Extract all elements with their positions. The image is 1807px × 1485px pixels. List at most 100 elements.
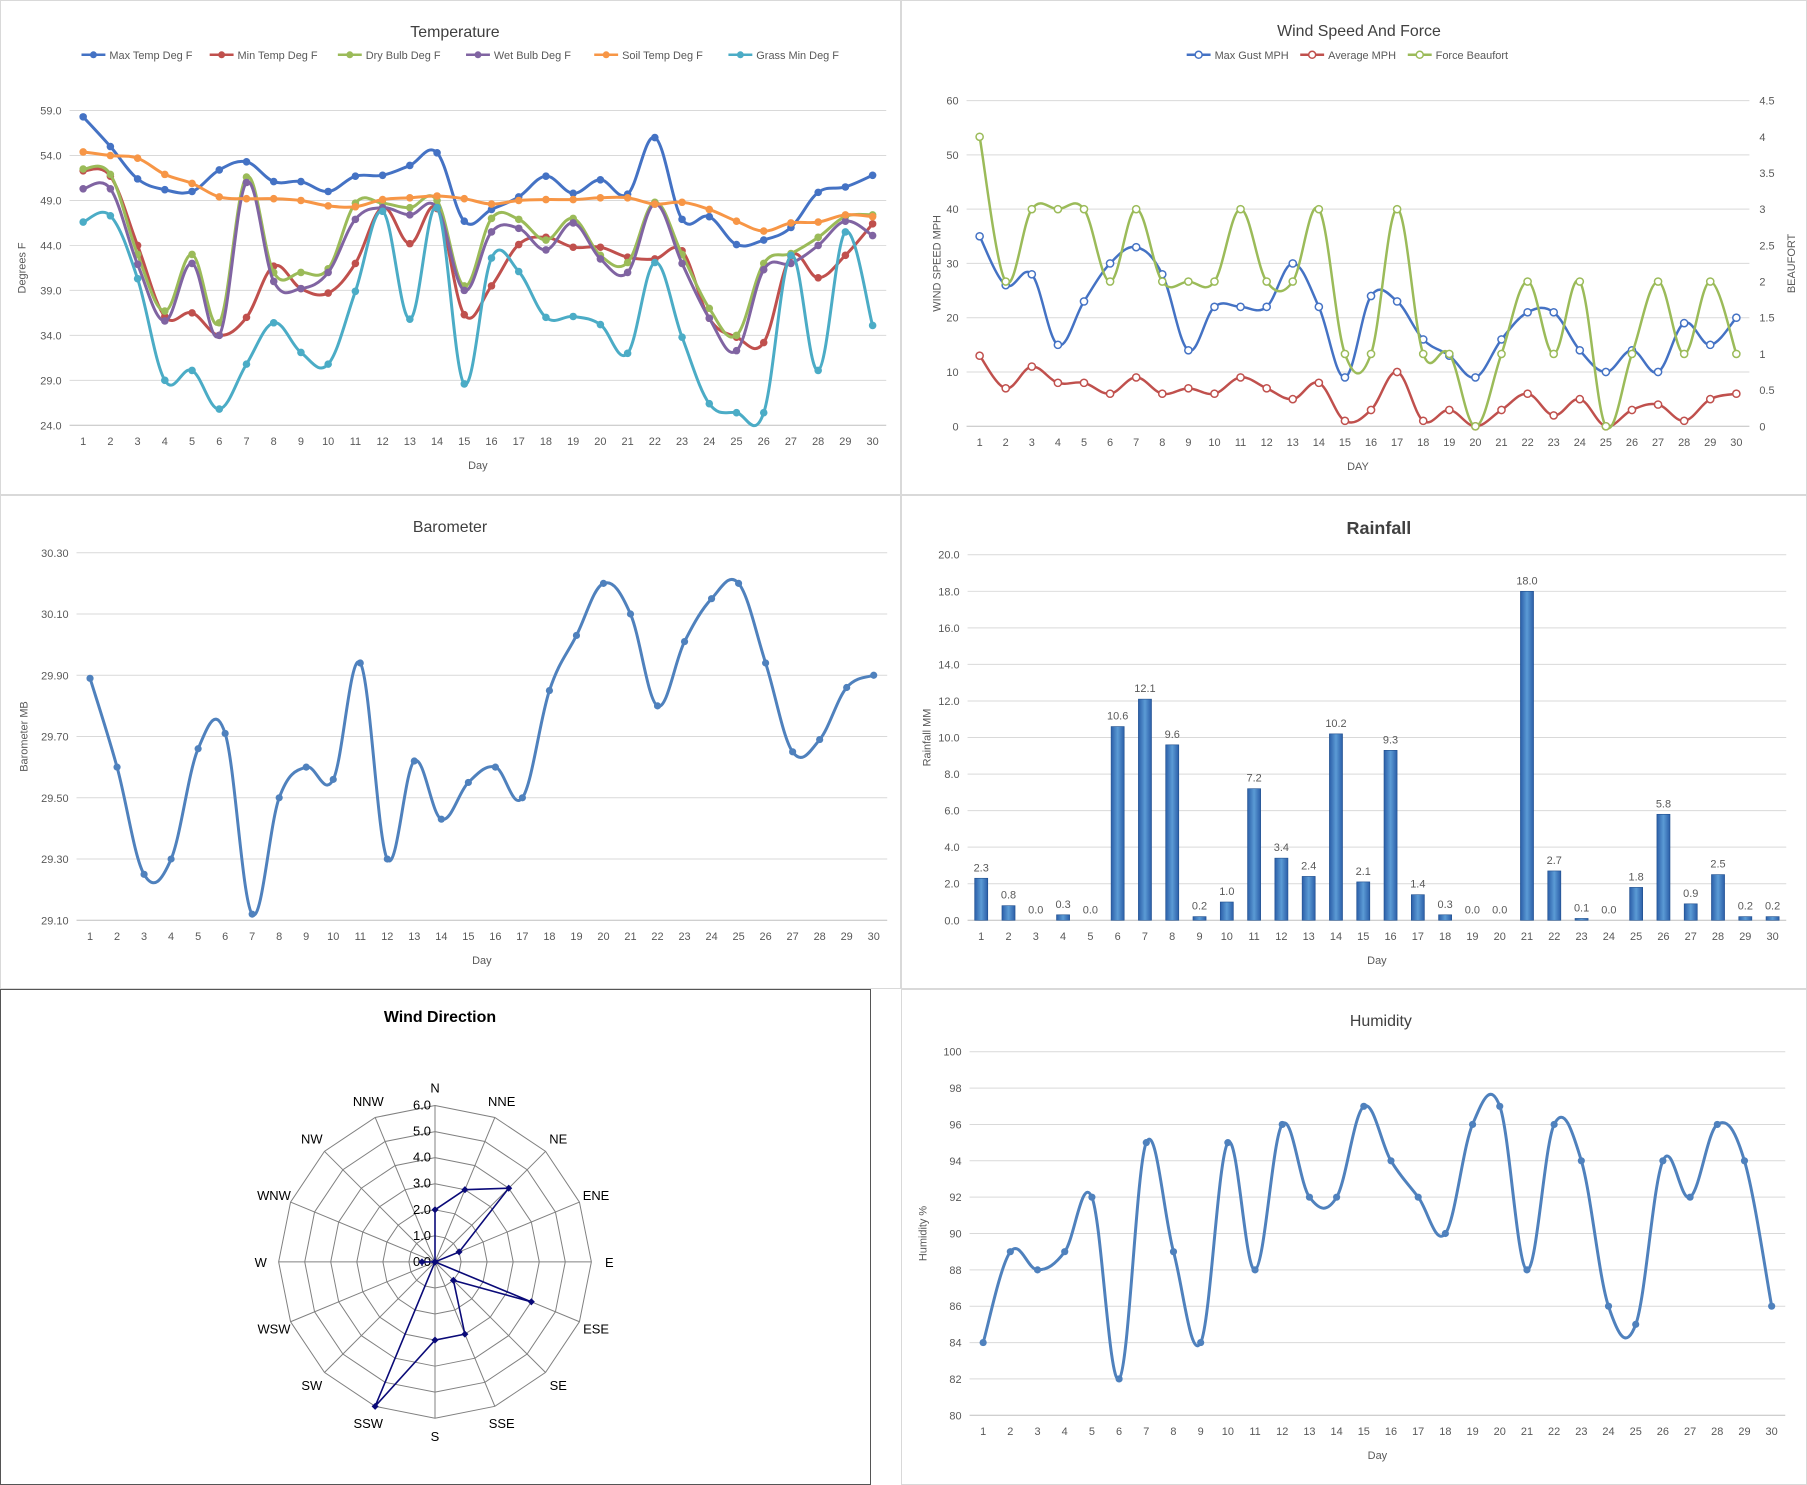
y-tick-label: 39.0: [40, 285, 61, 297]
y2-tick-label: 1.5: [1759, 313, 1774, 325]
x-tick-label: 24: [1602, 1426, 1614, 1438]
data-point: [814, 241, 822, 250]
data-point: [79, 148, 87, 156]
data-point: [406, 193, 414, 202]
legend-entry: Wet Bulb Deg F: [494, 50, 571, 62]
data-point: [1053, 378, 1063, 388]
y-tick-label: 86: [949, 1301, 961, 1313]
data-point: [816, 735, 824, 744]
x-tick-label: 27: [785, 436, 797, 448]
data-point: [1340, 373, 1350, 382]
data-point: [868, 231, 877, 240]
legend-marker: [474, 51, 482, 59]
data-label: 1.8: [1629, 871, 1644, 883]
x-tick-label: 9: [1185, 437, 1191, 449]
data-point: [460, 310, 469, 319]
x-tick-label: 6: [222, 931, 228, 943]
data-point: [732, 346, 741, 355]
x-tick-label: 19: [1466, 931, 1478, 943]
data-label: 0.0: [1028, 904, 1043, 916]
x-tick-label: 19: [1443, 437, 1455, 449]
data-point: [735, 579, 743, 587]
x-tick-label: 24: [1603, 931, 1615, 943]
direction-label: N: [430, 1081, 439, 1096]
data-point: [464, 778, 472, 787]
rainfall-bar: [1356, 881, 1371, 921]
data-point: [1340, 416, 1350, 426]
data-point: [188, 309, 196, 317]
data-point: [841, 211, 850, 219]
data-point: [1262, 383, 1271, 393]
data-point: [106, 142, 115, 151]
x-tick-label: 14: [431, 436, 443, 448]
data-point: [106, 151, 115, 160]
data-point: [1471, 421, 1480, 431]
y-tick-label: 0.0: [944, 915, 959, 927]
y-tick-label: 12.0: [938, 696, 959, 708]
x-tick-label: 4: [1062, 1426, 1068, 1438]
series-line: [978, 235, 1738, 379]
data-point: [596, 255, 605, 263]
data-point: [1184, 345, 1193, 355]
x-tick-label: 27: [787, 931, 799, 943]
x-tick-label: 6: [1116, 1426, 1122, 1438]
rainfall-chart: Rainfall0.02.04.06.08.010.012.014.016.01…: [922, 518, 1787, 967]
data-point: [215, 331, 224, 340]
data-point: [1601, 367, 1611, 377]
data-point: [1523, 1266, 1531, 1274]
data-point: [406, 315, 414, 323]
direction-label: SW: [301, 1378, 323, 1393]
y-tick-label: 94: [949, 1156, 961, 1168]
data-point: [514, 215, 523, 224]
data-point: [1659, 1157, 1667, 1165]
radar-spoke: [374, 1117, 436, 1263]
data-point: [975, 132, 984, 142]
y2-tick-label: 4: [1759, 132, 1765, 144]
rainfall-bar: [1738, 916, 1753, 921]
data-point: [297, 348, 305, 357]
data-point: [1550, 1120, 1558, 1129]
y-axis-title: Rainfall MM: [922, 709, 934, 767]
radar-spoke: [324, 1150, 436, 1263]
y-axis-title: WIND SPEED MPH: [932, 215, 944, 312]
y-tick-label: 44.0: [40, 240, 61, 252]
data-point: [1197, 1338, 1205, 1347]
data-point: [106, 211, 115, 220]
y2-tick-label: 2: [1759, 277, 1765, 289]
barometer-chart: Barometer 29.10 29.30 29.50 29.70 29.90 30.10 3…: [19, 519, 888, 967]
rainfall-bar: [1165, 744, 1180, 921]
x-tick-label: 17: [1412, 931, 1424, 943]
data-point: [491, 763, 499, 771]
y-tick-label: 8.0: [944, 769, 959, 781]
data-point: [487, 254, 496, 262]
data-point: [1768, 1302, 1776, 1310]
legend-marker: [602, 51, 610, 59]
chart-title: Wind Speed And Force: [1277, 23, 1441, 40]
data-point: [188, 259, 196, 268]
y-tick-label: 29.70: [41, 732, 68, 744]
data-point: [1705, 277, 1715, 286]
y-tick-label: 90: [949, 1228, 961, 1240]
data-point: [1705, 394, 1715, 404]
data-point: [1053, 340, 1063, 350]
data-point: [167, 855, 175, 863]
data-point: [1549, 411, 1559, 420]
data-point: [1366, 291, 1376, 301]
data-point: [678, 259, 686, 268]
data-point: [410, 757, 418, 765]
data-point: [705, 212, 714, 221]
data-point: [161, 170, 169, 179]
data-point: [1169, 1248, 1178, 1256]
data-point: [140, 870, 148, 878]
data-point: [324, 268, 332, 277]
x-tick-label: 26: [758, 436, 770, 448]
radar-point: [455, 1248, 463, 1256]
data-point: [487, 205, 496, 214]
y-tick-label: 50: [946, 150, 958, 162]
data-point: [545, 686, 554, 695]
data-point: [356, 659, 364, 667]
direction-label: NW: [301, 1132, 323, 1147]
data-point: [1288, 277, 1298, 286]
data-point: [975, 231, 984, 241]
x-tick-label: 26: [760, 931, 772, 943]
